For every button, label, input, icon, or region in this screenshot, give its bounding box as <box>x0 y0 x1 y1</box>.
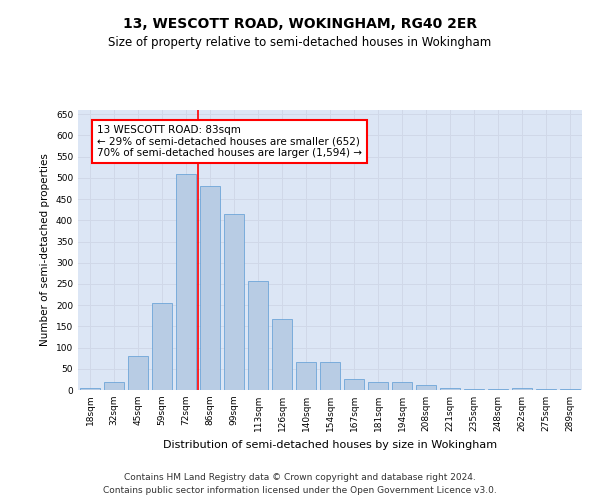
X-axis label: Distribution of semi-detached houses by size in Wokingham: Distribution of semi-detached houses by … <box>163 440 497 450</box>
Text: Contains HM Land Registry data © Crown copyright and database right 2024.: Contains HM Land Registry data © Crown c… <box>124 472 476 482</box>
Bar <box>176 174 196 390</box>
Bar <box>248 280 268 390</box>
Bar <box>368 382 388 390</box>
Text: Contains public sector information licensed under the Open Government Licence v3: Contains public sector information licen… <box>103 486 497 495</box>
Bar <box>392 382 412 390</box>
Bar <box>80 388 100 390</box>
Bar <box>488 388 508 390</box>
Bar <box>416 386 436 390</box>
Text: Size of property relative to semi-detached houses in Wokingham: Size of property relative to semi-detach… <box>109 36 491 49</box>
Bar <box>128 356 148 390</box>
Bar <box>440 388 460 390</box>
Bar <box>296 362 316 390</box>
Bar <box>344 380 364 390</box>
Bar <box>512 388 532 390</box>
Bar <box>200 186 220 390</box>
Bar <box>224 214 244 390</box>
Bar <box>272 318 292 390</box>
Bar <box>320 362 340 390</box>
Bar <box>464 388 484 390</box>
Bar <box>560 389 580 390</box>
Bar <box>536 389 556 390</box>
Bar <box>104 382 124 390</box>
Text: 13 WESCOTT ROAD: 83sqm
← 29% of semi-detached houses are smaller (652)
70% of se: 13 WESCOTT ROAD: 83sqm ← 29% of semi-det… <box>97 125 362 158</box>
Text: 13, WESCOTT ROAD, WOKINGHAM, RG40 2ER: 13, WESCOTT ROAD, WOKINGHAM, RG40 2ER <box>123 18 477 32</box>
Y-axis label: Number of semi-detached properties: Number of semi-detached properties <box>40 154 50 346</box>
Bar <box>152 303 172 390</box>
